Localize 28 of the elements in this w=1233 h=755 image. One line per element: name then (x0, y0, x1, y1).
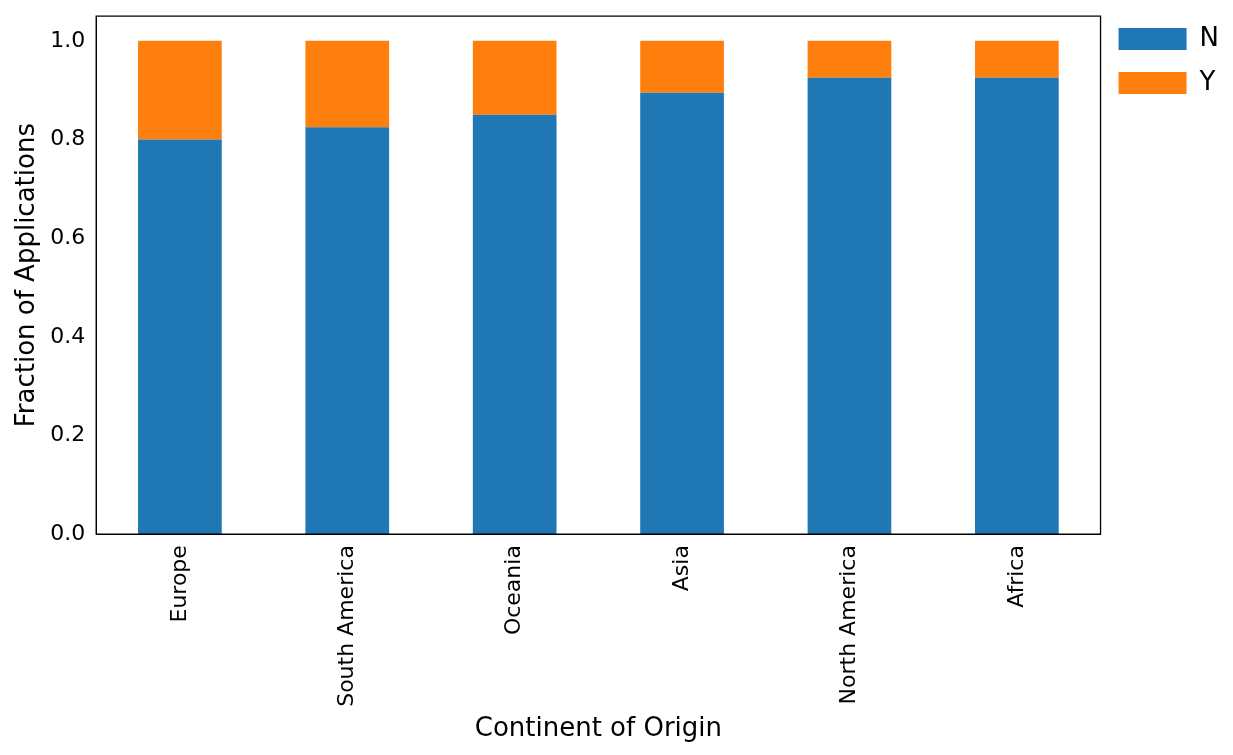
x-tick-label: Asia (667, 545, 693, 592)
y-tick-label: 1.0 (50, 26, 86, 52)
legend-label: N (1199, 21, 1219, 52)
x-tick-label: South America (333, 545, 358, 707)
y-tick-label: 0.6 (50, 223, 86, 249)
x-axis-title: Continent of Origin (474, 712, 723, 743)
bar (472, 40, 557, 115)
bar (138, 40, 222, 140)
bar (138, 139, 222, 535)
legend-label: Y (1198, 65, 1216, 96)
y-tick-label: 0.2 (50, 421, 86, 447)
bar (640, 92, 724, 535)
bar (975, 77, 1059, 535)
x-tick-label: Oceania (500, 545, 526, 636)
x-tick-label: North America (835, 545, 861, 705)
bar (305, 127, 390, 535)
x-tick-label: Europe (165, 545, 191, 623)
bar (472, 114, 557, 535)
y-tick-label: 0.4 (50, 322, 86, 348)
x-tick-label: Africa (1002, 545, 1028, 608)
bar (975, 40, 1059, 78)
y-tick-label: 0.8 (50, 125, 86, 151)
bar (640, 40, 724, 93)
y-axis-title: Fraction of Applications (10, 123, 41, 428)
bar (807, 77, 892, 535)
bar (305, 40, 390, 128)
bar (807, 40, 892, 78)
y-tick-label: 0.0 (50, 519, 86, 545)
